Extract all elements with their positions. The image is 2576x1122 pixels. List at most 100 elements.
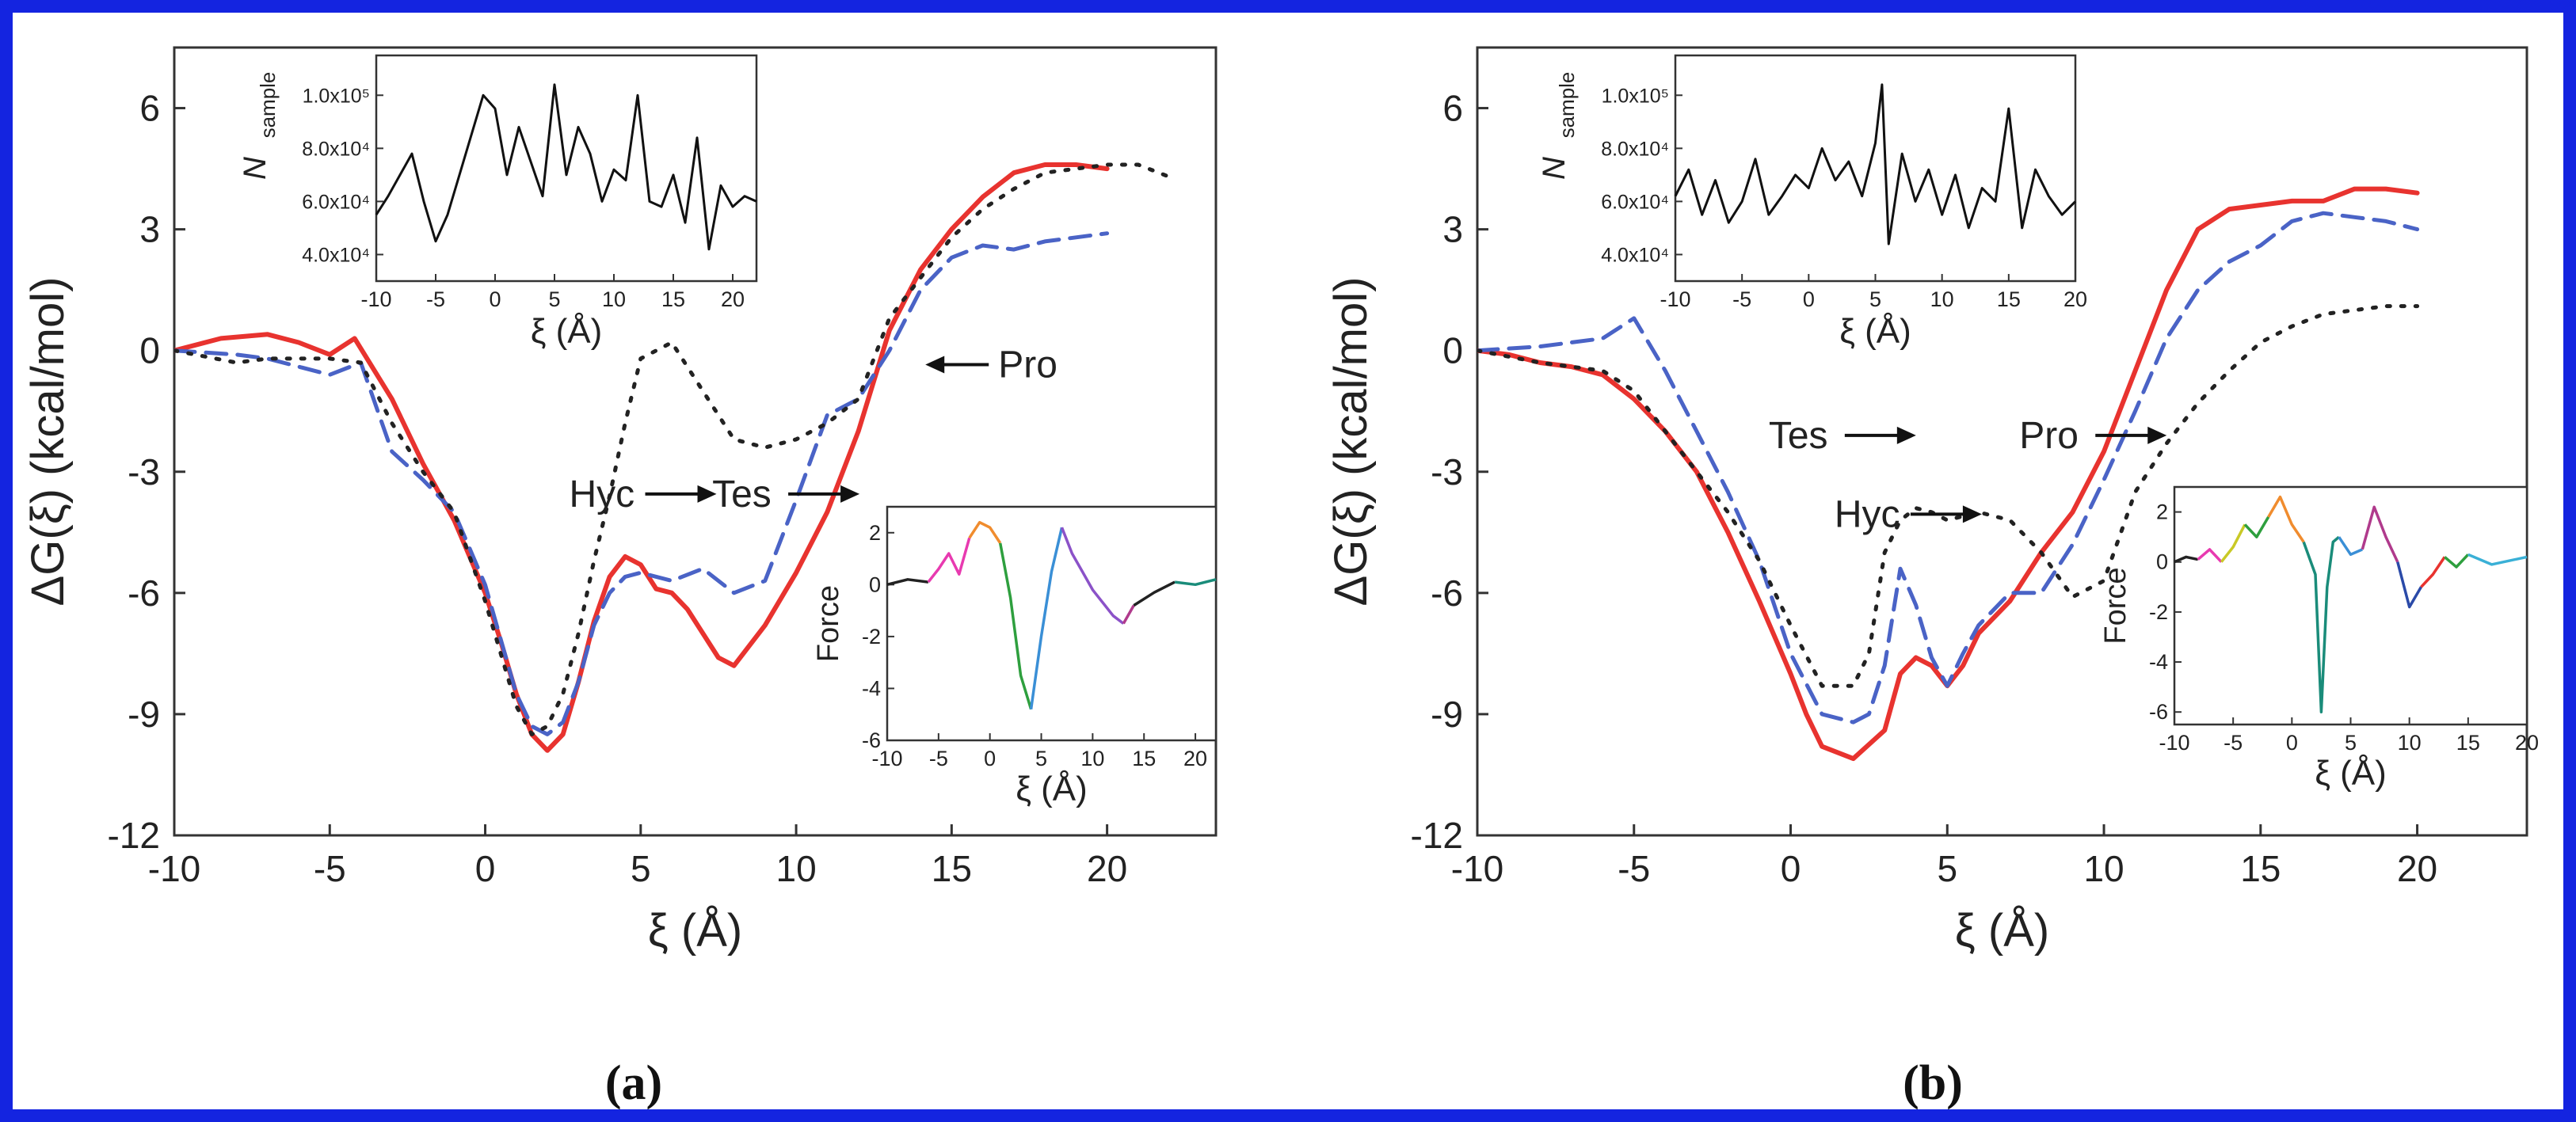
- inset-y-tick-label: 8.0x10⁴: [1601, 138, 1669, 160]
- x-tick-label: 15: [932, 848, 972, 889]
- inset-y-tick-label: 8.0x10⁴: [302, 138, 370, 160]
- x-tick-label: -5: [1618, 848, 1650, 889]
- inset-y-tick-label: 1.0x10⁵: [1602, 85, 1669, 107]
- series-tes-line: [1477, 211, 2420, 725]
- inset-x-tick-label: 5: [548, 287, 560, 311]
- y-tick-label: -6: [128, 572, 160, 614]
- inset-y-tick-label: -6: [862, 728, 881, 752]
- inset-x-tick-label: 20: [2515, 731, 2539, 755]
- annotation-arrowhead: [840, 485, 860, 503]
- inset-y-axis-label: Force: [2099, 567, 2132, 644]
- annotation-arrowhead: [697, 485, 717, 503]
- inset-frame: [886, 505, 1218, 742]
- inset-y-tick-label: -4: [862, 676, 881, 700]
- inset-y-axis-label: N: [1537, 157, 1572, 180]
- x-tick-label: 10: [2083, 848, 2124, 889]
- inset-y-axis-subscript: sample: [1555, 72, 1579, 139]
- series-tes-line: [174, 231, 1110, 736]
- y-axis-label: ΔG(ξ) (kcal/mol): [22, 277, 74, 607]
- inset-force-segment: [1122, 604, 1135, 625]
- inset-y-tick-label: -2: [2149, 600, 2168, 624]
- inset-y-tick-label: 6.0x10⁴: [302, 191, 370, 213]
- inset-sample-line: [375, 83, 757, 251]
- annotation-arrowhead: [925, 356, 945, 374]
- inset-frame: [2173, 485, 2528, 726]
- inset-y-tick-label: 6.0x10⁴: [1601, 191, 1669, 213]
- x-tick-label: 15: [2240, 848, 2281, 889]
- inset-x-tick-label: 0: [2286, 731, 2298, 755]
- annotation-pro: Pro: [2019, 415, 2079, 457]
- inset-y-tick-label: 0: [869, 572, 881, 596]
- inset-x-tick-label: 0: [489, 287, 501, 311]
- inset-sample-count: -10 -5 0 5 10 15 20 4.0x10⁴ 6.0x10⁴ 8.0x10⁴ 1.0x10…: [1537, 54, 2087, 351]
- inset-y-tick-label: -4: [2149, 650, 2168, 674]
- y-tick-label: 0: [139, 330, 160, 371]
- inset-x-axis-label: ξ (Å): [2315, 754, 2387, 793]
- x-axis-label: ξ (Å): [648, 905, 742, 957]
- x-tick-label: 0: [1781, 848, 1801, 889]
- inset-force-segment: [1029, 527, 1064, 709]
- x-tick-label: 5: [631, 848, 651, 889]
- inset-sample-line: [1674, 83, 2077, 245]
- y-tick-label: -12: [1411, 815, 1463, 856]
- x-tick-label: 20: [1087, 848, 1127, 889]
- inset-x-tick-label: 20: [2063, 287, 2087, 311]
- inset-x-tick-label: 5: [1869, 287, 1881, 311]
- inset-y-tick-label: 2: [2156, 500, 2168, 524]
- inset-force-segment: [968, 520, 1002, 544]
- inset-y-tick-label: 1.0x10⁵: [303, 85, 370, 107]
- inset-x-tick-label: 10: [2398, 731, 2422, 755]
- y-axis-label: ΔG(ξ) (kcal/mol): [1325, 277, 1377, 607]
- inset-x-tick-label: 5: [2345, 731, 2357, 755]
- y-tick-label: -9: [1431, 694, 1463, 735]
- annotation-arrowhead: [1962, 505, 1982, 523]
- inset-y-axis-label: Force: [812, 585, 845, 662]
- inset-force-segment: [2467, 553, 2528, 566]
- annotation-tes: Tes: [1769, 415, 1828, 457]
- inset-force-segment: [2267, 495, 2305, 543]
- series-hyc-line: [174, 162, 1172, 736]
- inset-x-tick-label: 0: [1803, 287, 1815, 311]
- inset-x-tick-label: -10: [2159, 731, 2189, 755]
- inset-x-tick-label: 0: [984, 747, 996, 770]
- annotation-arrowhead: [1896, 426, 1916, 444]
- inset-x-tick-label: 10: [1930, 287, 1954, 311]
- inset-force-segment: [2220, 523, 2246, 563]
- inset-y-tick-label: -2: [862, 625, 881, 648]
- inset-force-segment: [998, 542, 1033, 710]
- inset-x-tick-label: 10: [602, 287, 626, 311]
- inset-x-tick-label: -10: [871, 747, 902, 770]
- inset-force-segment: [2444, 553, 2470, 569]
- inset-force-segment: [2361, 505, 2399, 563]
- inset-force-segment: [2338, 536, 2363, 557]
- inset-force-segment: [1060, 527, 1125, 625]
- inset-force-segment: [2302, 535, 2340, 713]
- plot-frame: [1476, 46, 2528, 837]
- inset-x-tick-label: 15: [2456, 731, 2480, 755]
- inset-force-segment: [886, 578, 929, 586]
- inset-x-tick-label: -5: [426, 287, 445, 311]
- y-tick-label: 0: [1442, 330, 1463, 371]
- x-axis-label: ξ (Å): [1955, 905, 2049, 957]
- inset-x-axis-label: ξ (Å): [531, 312, 603, 351]
- x-tick-label: 5: [1937, 848, 1957, 889]
- inset-y-tick-label: 4.0x10⁴: [302, 244, 370, 266]
- x-tick-label: 10: [775, 848, 816, 889]
- panel-b-label: (b): [1903, 1056, 1963, 1110]
- inset-force: -10 -5 0 5 10 15 20 -6 -4 -2 0 2 ξ (Å) Force: [2099, 485, 2539, 793]
- series-pro-line: [174, 162, 1110, 753]
- inset-y-tick-label: 0: [2156, 550, 2168, 574]
- annotation-hyc: Hyc: [1835, 493, 1900, 535]
- y-tick-label: 3: [139, 209, 160, 250]
- inset-force-segment: [1174, 578, 1217, 587]
- x-tick-label: -5: [314, 848, 346, 889]
- y-tick-label: -3: [128, 451, 160, 493]
- annotation-arrowhead: [2147, 426, 2167, 444]
- y-tick-label: 3: [1442, 209, 1463, 250]
- inset-x-tick-label: -10: [1660, 287, 1690, 311]
- inset-force-segment: [2174, 555, 2199, 564]
- plot-frame: [173, 46, 1218, 837]
- x-tick-label: -10: [148, 848, 200, 889]
- y-tick-label: -6: [1431, 572, 1463, 614]
